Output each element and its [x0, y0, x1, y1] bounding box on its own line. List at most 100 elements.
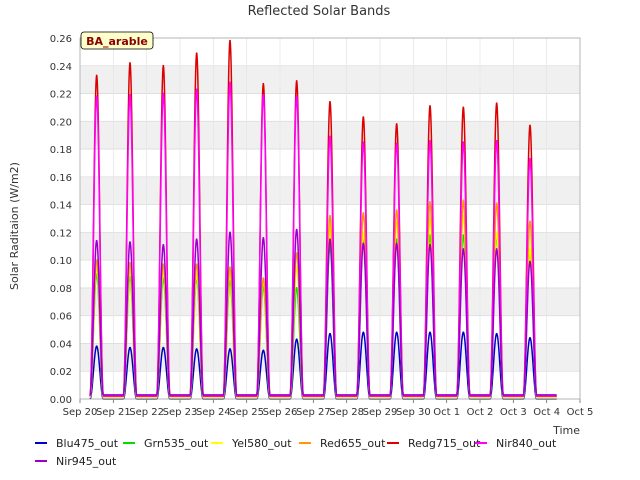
plot-band	[80, 121, 580, 150]
data-point	[429, 105, 431, 107]
data-point	[95, 239, 98, 242]
y-tick-label: 0.16	[50, 173, 72, 184]
x-tick-label: Sep 27	[296, 407, 331, 418]
data-point	[529, 248, 531, 250]
y-tick-label: 0.02	[50, 367, 72, 378]
data-point	[395, 142, 398, 145]
y-tick-label: 0.06	[50, 312, 72, 323]
data-point	[262, 94, 265, 96]
data-point	[95, 259, 98, 262]
x-tick-label: Oct 2	[467, 407, 494, 418]
data-point	[229, 266, 231, 268]
data-point	[462, 141, 465, 144]
data-point	[329, 100, 331, 103]
data-point	[162, 263, 165, 266]
data-point	[129, 62, 131, 64]
data-point	[462, 331, 465, 334]
data-point	[262, 349, 265, 352]
data-point	[329, 332, 331, 335]
data-point	[95, 95, 98, 98]
y-tick-label: 0.12	[50, 228, 72, 239]
plot-band	[80, 343, 580, 372]
legend-label: Red655_out	[320, 437, 386, 450]
data-point	[395, 242, 398, 245]
data-point	[262, 277, 265, 280]
data-point	[262, 82, 265, 85]
data-point	[229, 348, 231, 350]
data-point	[329, 238, 331, 241]
data-point	[295, 266, 298, 268]
data-point	[229, 231, 231, 234]
data-point	[495, 231, 498, 234]
x-tick-label: Oct 5	[567, 407, 594, 418]
data-point	[229, 39, 231, 42]
data-point	[495, 139, 498, 142]
y-tick-label: 0.10	[50, 256, 72, 267]
data-point	[329, 135, 331, 138]
data-point	[529, 124, 531, 127]
data-point	[462, 106, 465, 109]
data-point	[295, 252, 298, 255]
axes: 0.00 0.02 0.04 0.06 0.08 0.10 0.12 0.14 0.16 0.18…	[50, 34, 594, 418]
x-tick-label: Sep 20	[63, 407, 98, 418]
data-point	[495, 102, 498, 105]
data-point	[429, 217, 431, 220]
data-point	[162, 64, 165, 67]
y-tick-label: 0.00	[50, 395, 72, 406]
data-point	[429, 243, 431, 246]
plot-band	[80, 287, 580, 316]
x-tick-label: Oct 1	[433, 407, 460, 418]
x-tick-label: Oct 4	[533, 407, 560, 418]
data-point	[162, 243, 165, 246]
y-tick-label: 0.08	[50, 284, 72, 295]
plot-band	[80, 65, 580, 94]
data-point	[162, 92, 165, 95]
plot-band	[80, 176, 580, 205]
data-point	[329, 214, 331, 217]
legend-label: Yel580_out	[231, 437, 292, 450]
badge-label: BA_arable	[86, 35, 148, 48]
data-point	[462, 234, 465, 237]
data-point	[162, 346, 165, 349]
data-point	[529, 260, 531, 263]
data-point	[429, 200, 431, 203]
data-point	[95, 345, 98, 348]
data-point	[195, 88, 198, 91]
x-tick-label: Sep 26	[263, 407, 298, 418]
badge: BA_arable	[80, 31, 154, 50]
data-point	[295, 80, 298, 82]
x-tick-label: Sep 21	[96, 407, 131, 418]
data-point	[362, 141, 365, 144]
data-point	[195, 52, 198, 55]
y-tick-label: 0.22	[50, 90, 72, 101]
x-tick-label: Sep 25	[229, 407, 264, 418]
data-point	[395, 209, 398, 212]
data-point	[462, 248, 465, 250]
data-point	[129, 94, 131, 96]
legend-label: Redg715_out	[408, 437, 481, 450]
data-point	[495, 248, 498, 250]
data-point	[362, 231, 365, 234]
y-tick-label: 0.26	[50, 34, 72, 45]
y-tick-label: 0.04	[50, 339, 72, 350]
data-point	[195, 348, 198, 350]
data-point	[295, 287, 298, 289]
data-point	[129, 262, 131, 264]
y-tick-label: 0.20	[50, 117, 72, 128]
x-axis-label: Time	[552, 424, 580, 437]
legend: Blu475_out Grn535_out Yel580_out Red655_out…	[35, 437, 557, 468]
data-point	[495, 332, 498, 335]
data-point	[95, 74, 98, 77]
data-point	[429, 139, 431, 142]
data-point	[195, 238, 198, 241]
data-point	[129, 241, 131, 244]
legend-label: Nir945_out	[56, 455, 117, 468]
data-point	[462, 199, 465, 202]
data-point	[295, 95, 298, 98]
data-point	[429, 234, 431, 237]
legend-label: Nir840_out	[496, 437, 557, 450]
x-tick-label: Sep 24	[196, 407, 231, 418]
x-tick-label: Sep 22	[129, 407, 164, 418]
data-point	[495, 202, 498, 205]
